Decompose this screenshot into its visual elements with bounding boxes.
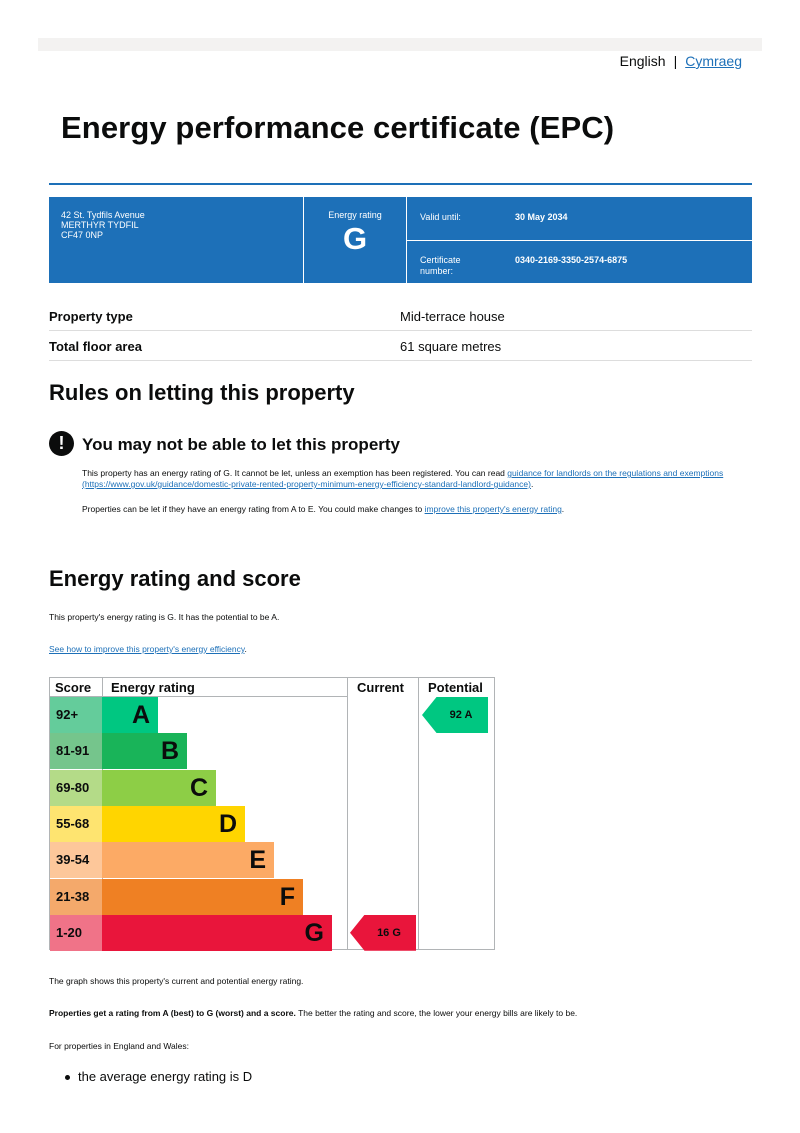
language-switcher: English | Cymraeg	[620, 53, 742, 69]
energy-rating-label: Energy rating	[328, 210, 382, 220]
language-link-cymraeg[interactable]: Cymraeg	[685, 53, 742, 69]
band-bar-a: A	[102, 697, 158, 733]
letting-text: This property has an energy rating of G.…	[82, 468, 508, 478]
list-item: the average energy rating is D	[65, 1069, 252, 1084]
guidance-link-url: (https://www.gov.uk/guidance/domestic-pr…	[82, 479, 531, 489]
property-value: 61 square metres	[400, 339, 502, 354]
chart-grid-line	[418, 678, 419, 949]
property-value: Mid-terrace house	[400, 309, 505, 324]
valid-until-label: Valid until:	[420, 212, 461, 222]
band-score-g: 1-20	[50, 914, 102, 951]
current-rating-arrow: 16 G	[350, 914, 416, 951]
current-header: Current	[357, 680, 404, 695]
property-key: Property type	[49, 309, 133, 324]
score-header: Score	[55, 680, 92, 695]
band-bar-g: G	[102, 914, 332, 951]
band-bar-e: E	[102, 842, 274, 879]
property-row: Property type Mid-terrace house	[49, 301, 752, 331]
band-letter-e: E	[249, 846, 266, 875]
band-letter-g: G	[304, 918, 324, 947]
warning-icon: !	[49, 431, 74, 456]
address: 42 St. Tydfils Avenue MERTHYR TYDFIL CF4…	[61, 210, 145, 240]
potential-rating-arrow: 92 A	[422, 697, 488, 733]
band-letter-b: B	[160, 737, 179, 766]
band-bar-f: F	[102, 878, 303, 915]
bullet-icon	[65, 1075, 70, 1080]
warning-title: You may not be able to let this property	[82, 435, 401, 454]
region-note: For properties in England and Wales:	[49, 1041, 190, 1051]
guidance-link[interactable]: guidance for landlords on the regulation…	[82, 468, 723, 489]
band-score-c: 69-80	[50, 769, 102, 806]
letting-paragraph-1: This property has an energy rating of G.…	[82, 468, 752, 490]
letting-text: Properties can be let if they have an en…	[82, 504, 425, 514]
rating-explanation: Properties get a rating from A (best) to…	[49, 1008, 577, 1019]
certificate-number-label: Certificate number:	[420, 255, 461, 277]
current-arrow-shape	[350, 914, 416, 951]
valid-until-value: 30 May 2034	[515, 212, 568, 222]
energy-rating-header: Energy rating	[111, 680, 195, 695]
property-key: Total floor area	[49, 339, 142, 354]
letting-paragraph-2: Properties can be let if they have an en…	[82, 504, 752, 515]
chart-grid-line	[347, 678, 348, 949]
address-line-2: MERTHYR TYDFIL	[61, 220, 139, 230]
rating-heading: Energy rating and score	[49, 566, 301, 591]
band-score-b: 81-91	[50, 733, 102, 770]
letting-heading: Rules on letting this property	[49, 380, 355, 405]
band-score-f: 21-38	[50, 878, 102, 915]
certificate-label-line-2: number:	[420, 266, 454, 276]
top-bar	[38, 38, 762, 51]
band-bar-d: D	[102, 805, 245, 842]
certificate-number-value: 0340-2169-3350-2574-6875	[515, 255, 628, 265]
language-current: English	[619, 53, 666, 69]
graph-note: The graph shows this property's current …	[49, 976, 304, 986]
current-rating-label: 16 G	[377, 926, 401, 939]
guidance-link-text: guidance for landlords on the regulation…	[507, 468, 724, 478]
band-bar-b: B	[102, 733, 187, 770]
band-letter-c: C	[189, 773, 208, 802]
chart-grid-line	[50, 696, 347, 697]
band-letter-d: D	[218, 809, 237, 838]
letting-text-end: .	[530, 479, 534, 489]
band-letter-f: F	[279, 882, 295, 911]
energy-rating-value: G	[342, 221, 368, 256]
potential-text: This property's energy rating is G. It h…	[49, 612, 280, 622]
page-title: Energy performance certificate (EPC)	[61, 110, 615, 145]
potential-header: Potential	[428, 680, 483, 695]
property-row: Total floor area 61 square metres	[49, 331, 752, 361]
energy-rating-chart: Score Energy rating Current Potential 92…	[49, 677, 495, 951]
improve-efficiency-link[interactable]: See how to improve this property's energ…	[49, 644, 245, 654]
address-line-3: CF47 0NP	[61, 230, 104, 240]
rating-explanation-bold: Properties get a rating from A (best) to…	[49, 1008, 296, 1018]
band-score-e: 39-54	[50, 842, 102, 879]
band-score-d: 55-68	[50, 805, 102, 842]
band-bar-c: C	[102, 769, 216, 806]
potential-arrow-shape	[422, 697, 488, 733]
improve-line: See how to improve this property's energ…	[49, 644, 247, 655]
summary-divider	[406, 240, 752, 241]
improve-rating-link[interactable]: improve this property's energy rating	[424, 504, 562, 514]
certificate-label-line-1: Certificate	[420, 255, 461, 265]
certificate-summary: 42 St. Tydfils Avenue MERTHYR TYDFIL CF4…	[49, 197, 752, 283]
potential-rating-label: 92 A	[449, 709, 473, 721]
band-letter-a: A	[131, 701, 150, 729]
letting-text-end: .	[561, 504, 565, 514]
band-score-a: 92+	[50, 697, 102, 733]
title-divider	[49, 183, 752, 185]
average-rating-text: the average energy rating is D	[78, 1069, 253, 1084]
rating-explanation-rest: The better the rating and score, the low…	[295, 1008, 578, 1018]
improve-end: .	[244, 644, 247, 654]
address-line-1: 42 St. Tydfils Avenue	[61, 210, 145, 220]
summary-divider	[303, 197, 304, 283]
language-separator: |	[673, 53, 678, 69]
